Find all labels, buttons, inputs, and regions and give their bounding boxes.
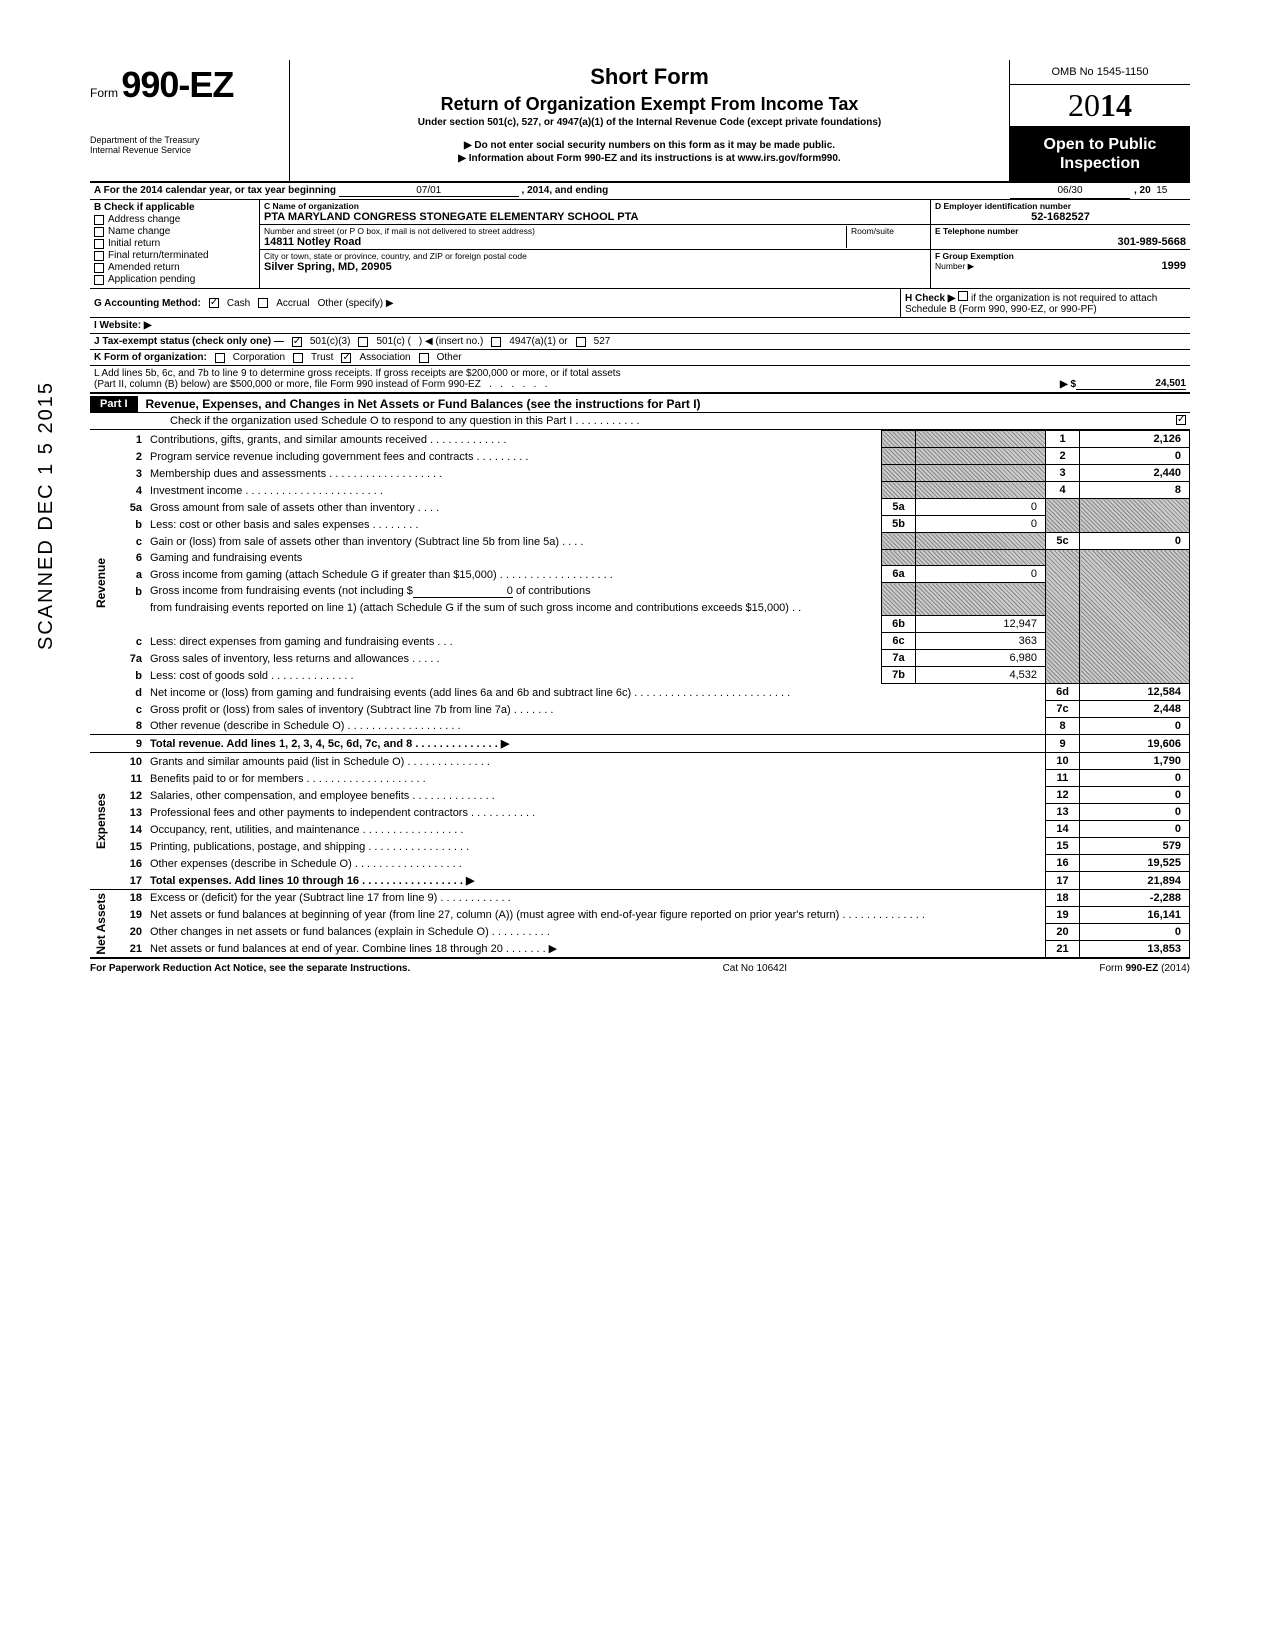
b-heading: B Check if applicable — [94, 202, 255, 213]
line-7b: bLess: cost of goods sold . . . . . . . … — [90, 667, 1190, 684]
sub-under-section: Under section 501(c), 527, or 4947(a)(1)… — [298, 117, 1001, 128]
c-org-name: C Name of organization PTA MARYLAND CONG… — [260, 200, 930, 225]
chk-final-return[interactable]: Final return/terminated — [94, 250, 255, 261]
line-6a: aGross income from gaming (attach Schedu… — [90, 566, 1190, 583]
chk-amended-return[interactable]: Amended return — [94, 262, 255, 273]
open-to-public: Open to PublicInspection — [1010, 127, 1190, 181]
chk-address-change[interactable]: Address change — [94, 214, 255, 225]
chk-cash[interactable] — [209, 298, 219, 308]
i-website: I Website: ▶ — [90, 318, 1190, 334]
col-c-org-info: C Name of organization PTA MARYLAND CONG… — [260, 200, 930, 288]
g-accounting: G Accounting Method: Cash Accrual Other … — [90, 289, 900, 317]
part-i-header: Part I Revenue, Expenses, and Changes in… — [90, 396, 1190, 413]
k-form-org: K Form of organization: Corporation Trus… — [90, 350, 1190, 366]
col-b-checkboxes: B Check if applicable Address change Nam… — [90, 200, 260, 288]
chk-name-change[interactable]: Name change — [94, 226, 255, 237]
line-3: 3Membership dues and assessments . . . .… — [90, 465, 1190, 482]
chk-trust[interactable] — [293, 353, 303, 363]
dept-treasury: Department of the Treasury Internal Reve… — [90, 136, 281, 156]
line-21: 21Net assets or fund balances at end of … — [90, 940, 1190, 958]
title-return: Return of Organization Exempt From Incom… — [298, 94, 1001, 115]
c-street: Number and street (or P O box, if mail i… — [260, 225, 930, 250]
h-schedule-b: H Check ▶ if the organization is not req… — [900, 289, 1190, 317]
row-a-tax-year: A For the 2014 calendar year, or tax yea… — [90, 183, 1190, 200]
line-20: 20Other changes in net assets or fund ba… — [90, 923, 1190, 940]
chk-initial-return[interactable]: Initial return — [94, 238, 255, 249]
chk-h[interactable] — [958, 291, 968, 301]
chk-527[interactable] — [576, 337, 586, 347]
line-5c: cGain or (loss) from sale of assets othe… — [90, 533, 1190, 550]
j-tax-exempt: J Tax-exempt status (check only one) — 5… — [90, 334, 1190, 350]
line-15: 15Printing, publications, postage, and s… — [90, 838, 1190, 855]
line-6b-1: bGross income from fundraising events (n… — [90, 583, 1190, 600]
d-ein: D Employer identification number 52-1682… — [931, 200, 1190, 225]
chk-other[interactable] — [419, 353, 429, 363]
line-13: 13Professional fees and other payments t… — [90, 804, 1190, 821]
line-19: 19Net assets or fund balances at beginni… — [90, 906, 1190, 923]
line-5a: 5aGross amount from sale of assets other… — [90, 499, 1190, 516]
e-phone: E Telephone number 301-989-5668 — [931, 225, 1190, 250]
line-6b-3: 6b12,947 — [90, 616, 1190, 633]
c-city: City or town, state or province, country… — [260, 250, 930, 274]
line-4: 4Investment income . . . . . . . . . . .… — [90, 482, 1190, 499]
col-def: D Employer identification number 52-1682… — [930, 200, 1190, 288]
chk-assoc[interactable] — [341, 353, 351, 363]
row-gh: G Accounting Method: Cash Accrual Other … — [90, 289, 1190, 318]
form-number: Form 990-EZ — [90, 64, 281, 106]
side-netassets: Net Assets — [94, 893, 108, 955]
footer-form-ref: Form 990-EZ (2014) — [1099, 963, 1190, 974]
line-18: Net Assets 18Excess or (deficit) for the… — [90, 889, 1190, 906]
line-6d: dNet income or (loss) from gaming and fu… — [90, 684, 1190, 701]
line-2: 2Program service revenue including gover… — [90, 448, 1190, 465]
omb-number: OMB No 1545-1150 — [1010, 60, 1190, 85]
line-9: 9Total revenue. Add lines 1, 2, 3, 4, 5c… — [90, 735, 1190, 753]
section-bcdef: B Check if applicable Address change Nam… — [90, 200, 1190, 289]
line-7a: 7aGross sales of inventory, less returns… — [90, 650, 1190, 667]
line-12: 12Salaries, other compensation, and empl… — [90, 787, 1190, 804]
form-990ez: Form 990-EZ Department of the Treasury I… — [90, 60, 1190, 974]
chk-4947[interactable] — [491, 337, 501, 347]
chk-501c[interactable] — [358, 337, 368, 347]
tax-year: 2014 — [1010, 85, 1190, 127]
lines-table: Revenue 1Contributions, gifts, grants, a… — [90, 430, 1190, 959]
side-revenue: Revenue — [94, 558, 108, 608]
scanned-stamp: SCANNED DEC 1 5 2015 — [35, 381, 58, 650]
chk-accrual[interactable] — [258, 298, 268, 308]
chk-application-pending[interactable]: Application pending — [94, 274, 255, 285]
line-16: 16Other expenses (describe in Schedule O… — [90, 855, 1190, 872]
f-group-exemption: F Group Exemption Number ▶ 1999 — [931, 250, 1190, 273]
title-short-form: Short Form — [298, 64, 1001, 90]
chk-501c3[interactable] — [292, 337, 302, 347]
l-gross-receipts: L Add lines 5b, 6c, and 7b to line 9 to … — [90, 366, 1190, 394]
chk-schedule-o[interactable] — [1176, 415, 1186, 425]
line-14: 14Occupancy, rent, utilities, and mainte… — [90, 821, 1190, 838]
part-i-check-o: Check if the organization used Schedule … — [90, 413, 1190, 430]
part-i-title: Revenue, Expenses, and Changes in Net As… — [138, 397, 701, 411]
footer: For Paperwork Reduction Act Notice, see … — [90, 963, 1190, 974]
sub-ssn-warning: ▶ Do not enter social security numbers o… — [298, 140, 1001, 151]
side-expenses: Expenses — [94, 793, 108, 849]
sub-info-url: ▶ Information about Form 990-EZ and its … — [298, 153, 1001, 164]
form-header: Form 990-EZ Department of the Treasury I… — [90, 60, 1190, 183]
part-i-label: Part I — [90, 396, 138, 412]
footer-paperwork: For Paperwork Reduction Act Notice, see … — [90, 963, 410, 974]
line-6: 6Gaming and fundraising events — [90, 550, 1190, 566]
line-11: 11Benefits paid to or for members . . . … — [90, 770, 1190, 787]
footer-cat-no: Cat No 10642I — [723, 963, 788, 974]
line-8: 8Other revenue (describe in Schedule O) … — [90, 718, 1190, 735]
chk-corp[interactable] — [215, 353, 225, 363]
line-17: 17Total expenses. Add lines 10 through 1… — [90, 872, 1190, 890]
line-10: Expenses 10Grants and similar amounts pa… — [90, 753, 1190, 770]
line-6c: cLess: direct expenses from gaming and f… — [90, 633, 1190, 650]
line-1: Revenue 1Contributions, gifts, grants, a… — [90, 431, 1190, 448]
line-7c: cGross profit or (loss) from sales of in… — [90, 701, 1190, 718]
line-5b: bLess: cost or other basis and sales exp… — [90, 516, 1190, 533]
